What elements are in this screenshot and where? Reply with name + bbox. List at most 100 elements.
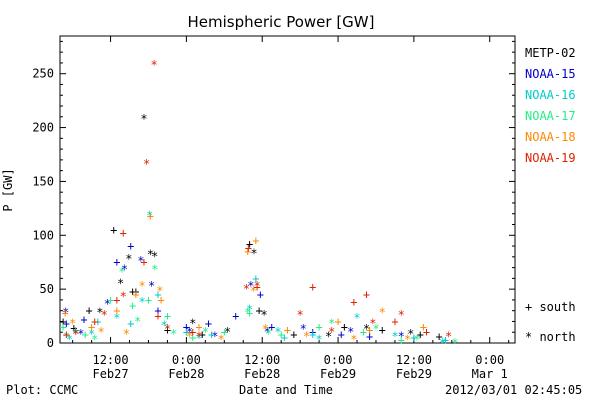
- point-north: *: [254, 279, 261, 293]
- point-south: +: [436, 330, 443, 344]
- point-north: *: [121, 263, 128, 277]
- point-south: +: [164, 323, 171, 337]
- point-north: *: [264, 325, 271, 339]
- point-north: *: [77, 327, 84, 341]
- point-south: +: [245, 241, 252, 255]
- point-north: *: [72, 327, 79, 341]
- point-south: +: [145, 293, 152, 307]
- x-tick-label-date: Mar 1: [472, 367, 508, 381]
- point-north: *: [247, 279, 254, 293]
- point-north: *: [347, 325, 354, 339]
- point-north: *: [369, 316, 376, 330]
- point-south: +: [120, 226, 127, 240]
- x-tick-label-date: Feb27: [92, 367, 128, 381]
- point-south: +: [94, 314, 101, 328]
- data-points: + ++++++ +++++ + + +************* *+ +++++ ++++ +…: [60, 58, 459, 350]
- point-south: +: [63, 317, 70, 331]
- point-north: *: [151, 263, 158, 277]
- point-south: +: [360, 325, 367, 339]
- y-tick-label: 0: [47, 336, 54, 350]
- point-south: +: [417, 327, 424, 341]
- point-north: *: [161, 319, 168, 333]
- point-south: +: [195, 320, 202, 334]
- point-north: *: [170, 327, 177, 341]
- legend-entry: METP-02: [525, 46, 576, 60]
- point-south: +: [60, 320, 67, 334]
- point-south: +: [208, 327, 215, 341]
- x-tick-label-time: 12:00: [396, 353, 432, 367]
- point-north: *: [315, 333, 322, 347]
- point-south: +: [129, 284, 136, 298]
- point-north: *: [246, 302, 253, 316]
- point-south: +: [113, 304, 120, 318]
- point-south: +: [309, 280, 316, 294]
- point-south: +: [110, 223, 117, 237]
- point-south: +: [338, 327, 345, 341]
- point-south: +: [255, 304, 262, 318]
- point-north: *: [363, 322, 370, 336]
- point-south: +: [183, 320, 190, 334]
- point-north: *: [451, 336, 458, 350]
- point-south: +: [246, 306, 253, 320]
- point-south: +: [398, 333, 405, 347]
- footer-axis-caption: Date and Time: [239, 383, 333, 397]
- y-axis-label: P [GW]: [1, 168, 15, 211]
- symbol-legend-entry: * north: [525, 330, 576, 344]
- point-north: *: [439, 336, 446, 350]
- point-south: +: [284, 323, 291, 337]
- point-north: *: [325, 329, 332, 343]
- point-south: +: [129, 298, 136, 312]
- point-south: +: [183, 325, 190, 339]
- point-north: *: [372, 322, 379, 336]
- x-tick-label-time: 12:00: [244, 353, 280, 367]
- x-tick-label-time: 0:00: [475, 353, 504, 367]
- point-north: *: [101, 308, 108, 322]
- point-north: *: [202, 325, 209, 339]
- footer-timestamp: 2012/03/01 02:45:05: [445, 383, 583, 397]
- point-south: +: [290, 327, 297, 341]
- point-north: *: [66, 333, 73, 347]
- point-north: *: [243, 282, 250, 296]
- point-north: *: [350, 333, 357, 347]
- point-north: *: [328, 325, 335, 339]
- point-south: +: [232, 309, 239, 323]
- point-south: +: [154, 309, 161, 323]
- x-tick-label-date: Feb29: [320, 367, 356, 381]
- point-north: *: [224, 325, 231, 339]
- point-south: +: [132, 284, 139, 298]
- point-south: +: [205, 317, 212, 331]
- point-north: *: [137, 254, 144, 268]
- point-south: +: [91, 314, 98, 328]
- point-south: +: [88, 320, 95, 334]
- point-north: *: [134, 314, 141, 328]
- point-north: *: [140, 112, 147, 126]
- point-south: +: [410, 331, 417, 345]
- point-south: +: [309, 327, 316, 341]
- point-south: +: [127, 317, 134, 331]
- point-south: +: [221, 325, 228, 339]
- point-south: +: [60, 314, 67, 328]
- point-north: *: [262, 322, 269, 336]
- point-south: +: [189, 325, 196, 339]
- y-tick-label: 100: [32, 228, 54, 242]
- point-south: +: [107, 293, 114, 307]
- point-north: *: [125, 252, 132, 266]
- point-north: *: [156, 284, 163, 298]
- y-tick-label: 200: [32, 121, 54, 135]
- point-south: +: [420, 320, 427, 334]
- point-south: +: [154, 288, 161, 302]
- x-tick-label-time: 0:00: [324, 353, 353, 367]
- point-south: +: [70, 321, 77, 335]
- y-tick-label: 150: [32, 174, 54, 188]
- point-north: *: [113, 311, 120, 325]
- point-north: *: [353, 311, 360, 325]
- point-south: +: [252, 234, 259, 248]
- point-south: +: [366, 323, 373, 337]
- y-tick-label: 250: [32, 67, 54, 81]
- point-north: *: [265, 327, 272, 341]
- point-south: +: [278, 327, 285, 341]
- point-north: *: [250, 246, 257, 260]
- point-north: *: [91, 333, 98, 347]
- point-south: +: [350, 295, 357, 309]
- point-south: +: [127, 239, 134, 253]
